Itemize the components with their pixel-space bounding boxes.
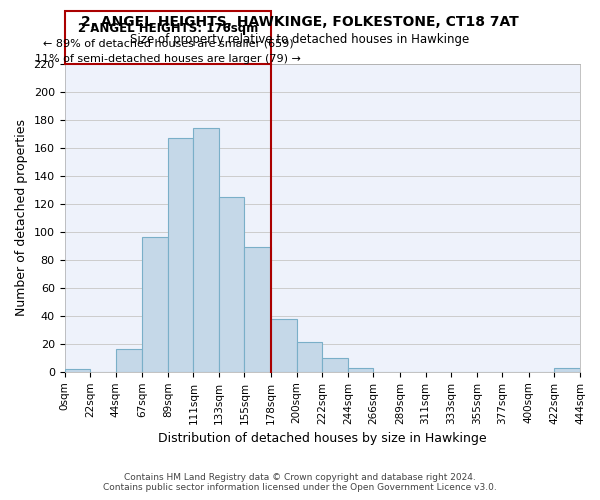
Bar	[297, 342, 322, 372]
Text: Size of property relative to detached houses in Hawkinge: Size of property relative to detached ho…	[130, 32, 470, 46]
Bar	[193, 128, 219, 372]
Bar	[244, 248, 271, 372]
Bar	[219, 197, 244, 372]
FancyBboxPatch shape	[65, 11, 271, 64]
Bar	[322, 358, 348, 372]
Text: 2, ANGEL HEIGHTS, HAWKINGE, FOLKESTONE, CT18 7AT: 2, ANGEL HEIGHTS, HAWKINGE, FOLKESTONE, …	[81, 15, 519, 29]
Bar	[116, 350, 142, 372]
Bar	[168, 138, 193, 372]
Bar	[271, 318, 297, 372]
Y-axis label: Number of detached properties: Number of detached properties	[15, 120, 28, 316]
Bar	[65, 369, 90, 372]
Bar	[348, 368, 373, 372]
Text: 11% of semi-detached houses are larger (79) →: 11% of semi-detached houses are larger (…	[35, 54, 301, 64]
Bar	[142, 238, 168, 372]
Text: Contains HM Land Registry data © Crown copyright and database right 2024.
Contai: Contains HM Land Registry data © Crown c…	[103, 473, 497, 492]
Bar	[554, 368, 580, 372]
Text: ← 89% of detached houses are smaller (659): ← 89% of detached houses are smaller (65…	[43, 38, 293, 48]
X-axis label: Distribution of detached houses by size in Hawkinge: Distribution of detached houses by size …	[158, 432, 487, 445]
Text: 2 ANGEL HEIGHTS: 176sqm: 2 ANGEL HEIGHTS: 176sqm	[78, 22, 258, 35]
